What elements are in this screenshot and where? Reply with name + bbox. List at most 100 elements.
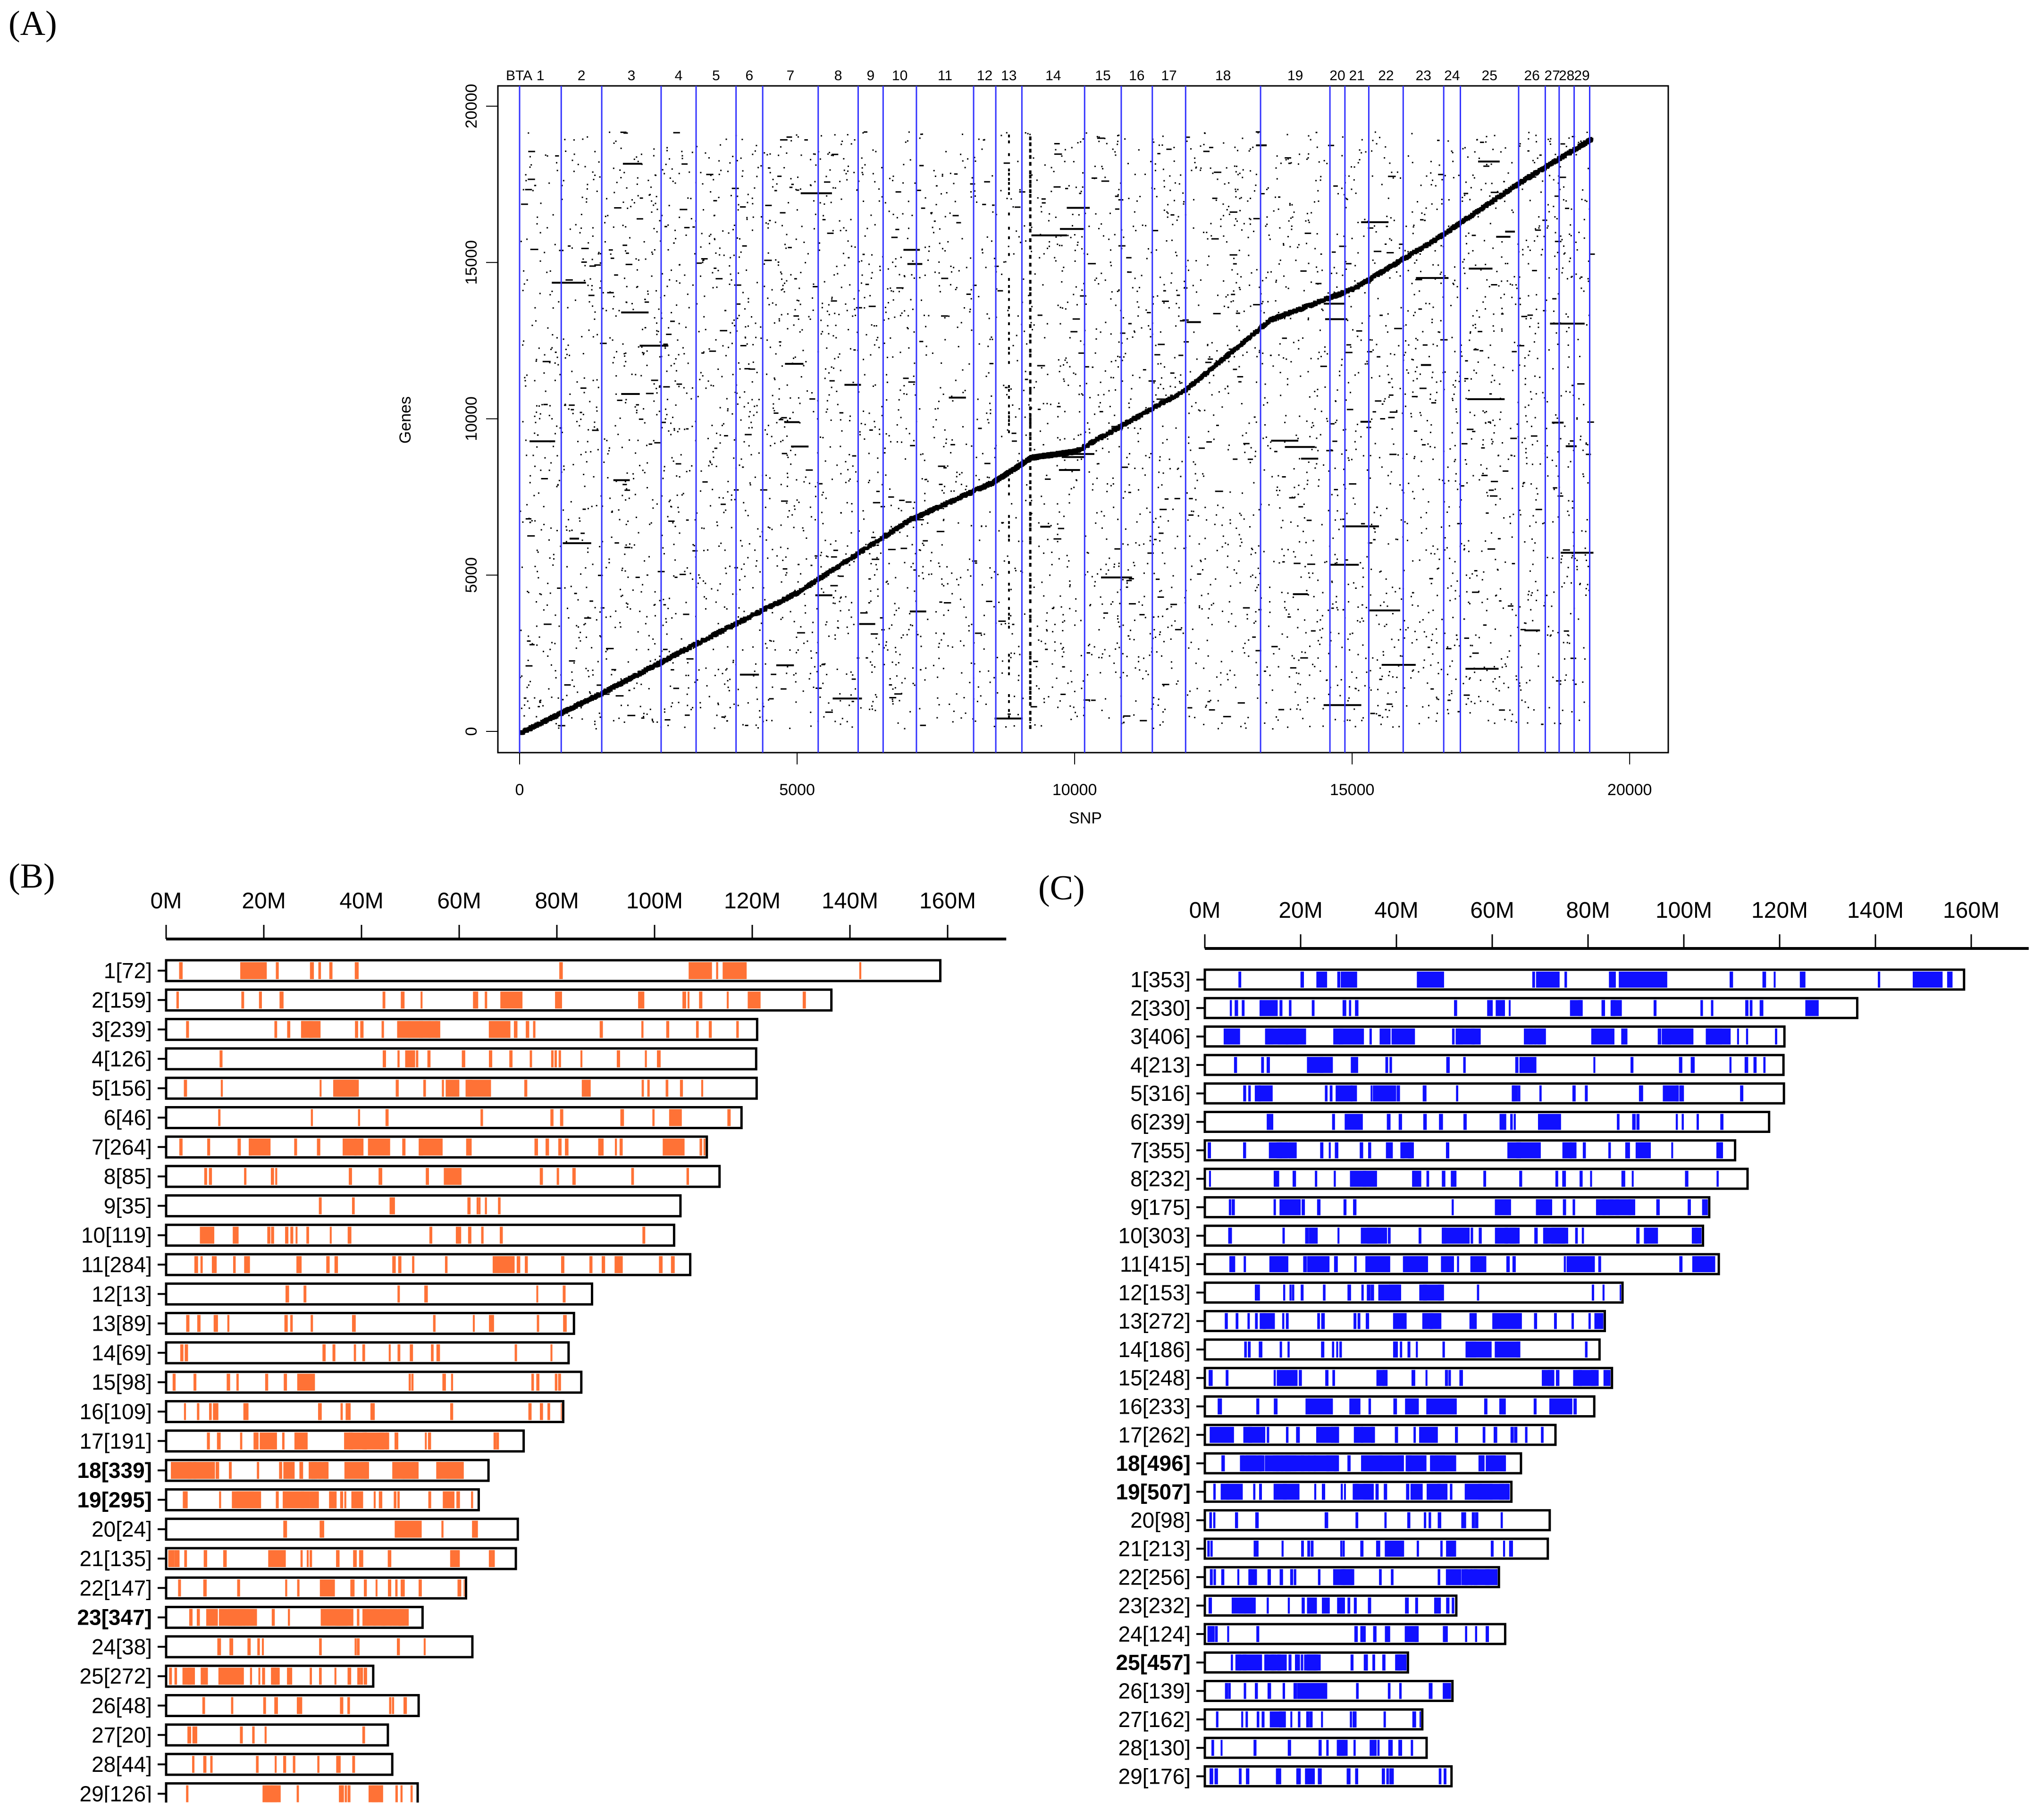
chromosome-label: 8[85] [104,1164,152,1189]
chromosome-row: 16[233] [1118,1394,1596,1419]
chromosome-bar [165,1224,675,1247]
chromosome-label: 26[48] [92,1694,152,1718]
chromosome-label: 25[272] [80,1664,152,1688]
chromosome-bar [165,1076,758,1100]
panel-label-a: (A) [8,4,57,43]
chromosome-label: 1 [537,68,545,84]
chromosome-label: 25 [1482,68,1497,84]
marker-ticks [219,1050,661,1067]
chromosome-label: 3 [628,68,636,84]
chromosome-label: 7 [787,68,795,84]
chromosome-bar [1203,1167,1749,1190]
chromosome-label: 11[284] [81,1252,152,1277]
axis-tick-label: 80M [535,889,579,914]
chromosome-label: 6[46] [104,1106,152,1130]
orange-chromosome-chart: 0M 20M 40M 60M 80M 100M 120M 140M 160M 1[72] 2[159… [77,889,1007,1806]
chromosome-label: 23[232] [1118,1594,1191,1618]
marker-ticks [1210,1569,1498,1585]
marker-ticks [1209,1171,1719,1187]
chromosome-label: 18 [1215,68,1231,84]
chromosome-bar [165,1165,721,1188]
chromosome-row: 14[69] [92,1341,570,1365]
marker-ticks [192,1756,355,1773]
y-tick-label: 5000 [462,557,480,593]
marker-ticks [1243,1085,1744,1102]
chromosome-row: 5[156] [92,1076,758,1100]
chromosome-label: 17[262] [1118,1423,1191,1447]
chromosome-row: 3[406] [1130,1024,1786,1049]
chromosome-bar [1203,1253,1720,1275]
marker-ticks [189,1609,409,1626]
y-axis: 0 5000 10000 15000 20000 [462,84,498,736]
marker-ticks [186,1021,739,1038]
chromosome-row: 15[248] [1118,1366,1614,1390]
axis-tick-label: 140M [822,889,878,914]
chromosome-row: 3[239] [92,1017,758,1042]
marker-ticks [180,1344,553,1361]
axis-tick-label: 120M [724,889,781,914]
chromosome-label: 10 [892,68,908,84]
chromosome-row: 15[98] [92,1370,583,1394]
chromosome-bar [165,1664,375,1688]
x-tick-label: 10000 [1052,781,1097,799]
x-tick-label: 5000 [779,781,815,799]
chromosome-bar [165,1018,758,1041]
chromosome-bar [165,1370,583,1394]
axis-tick-label: 80M [1566,898,1610,923]
chromosome-labels-top: BTA 1 2 3 4 5 6 7 8 9 10 11 12 13 14 15 16 17 18 19 20 21 22 23… [506,68,1590,84]
chromosome-row: 28[44] [92,1752,394,1777]
chromosome-row: 17[262] [1118,1423,1557,1447]
chromosome-bar [1203,1281,1624,1304]
panel-b-chromosome-map: 0M 20M 40M 60M 80M 100M 120M 140M 160M 1[72] 2[159… [0,859,1015,1806]
plot-frame [497,85,1669,754]
chromosome-row: 24[124] [1118,1622,1506,1646]
chromosome-bar [1203,1054,1785,1076]
chromosome-label: 15[248] [1118,1366,1191,1390]
axis-tick-label: 60M [1470,898,1514,923]
chromosome-label: 24[38] [92,1635,152,1659]
chromosome-label: 14[186] [1118,1337,1191,1362]
axis-tick-label: 160M [919,889,976,914]
marker-ticks [1238,972,1953,988]
chromosome-label: 27 [1544,68,1560,84]
chromosome-row: 21[213] [1118,1536,1549,1561]
marker-ticks [194,1256,675,1273]
chromosome-label: 1[353] [1130,967,1191,992]
marker-ticks [1209,1370,1611,1386]
chromosome-label: 8 [834,68,842,84]
chromosome-row: 9[35] [104,1193,682,1218]
chromosome-row: 1[353] [1130,967,1966,992]
chromosome-label: 17[191] [80,1429,152,1453]
chromosome-label: 12 [977,68,992,84]
marker-ticks [1216,1711,1421,1728]
chromosome-bar [165,1576,467,1600]
axis-tick-label: 40M [339,889,383,914]
chromosome-row: 19[507] [1116,1479,1513,1504]
chromosome-label: 16[233] [1118,1394,1191,1419]
chromosome-bar [165,1047,757,1071]
y-tick-label: 0 [462,727,480,736]
panel-label-c: (C) [1038,869,1085,907]
marker-ticks [218,1109,731,1126]
marker-ticks [169,1668,367,1685]
chromosome-bar [165,1723,389,1747]
marker-ticks [286,1285,566,1303]
chromosome-row: 23[347] [77,1605,424,1630]
axis-tick-label: 40M [1374,898,1418,923]
marker-ticks [1207,1541,1513,1557]
chromosome-bar [1203,1111,1771,1133]
chromosome-label: 6 [746,68,754,84]
chromosome-label: 28 [1559,68,1574,84]
chromosome-row: 2[159] [92,988,833,1012]
chromosome-row: 17[191] [80,1429,525,1453]
chromosome-label: 13[272] [1118,1309,1191,1334]
chromosome-label: 29[176] [1118,1764,1191,1788]
chromosome-bar [165,1488,480,1511]
axis-tick-label: 60M [437,889,481,914]
chromosome-label: 5[156] [92,1076,152,1100]
chromosome-label: 5[316] [1130,1081,1191,1106]
chromosome-row: 14[186] [1118,1337,1601,1362]
chromosome-label: 13[89] [92,1311,152,1336]
chromosome-row: 18[339] [77,1458,490,1483]
marker-ticks [1209,1512,1503,1528]
